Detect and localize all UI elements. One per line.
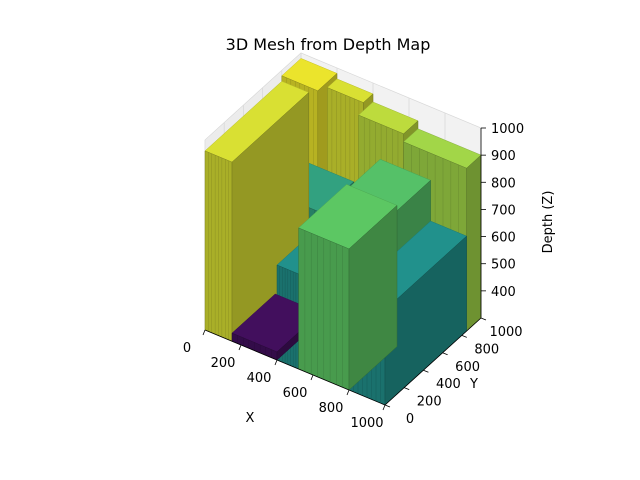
z-tick-label: 400 bbox=[491, 285, 516, 300]
x-axis-label: X bbox=[246, 411, 255, 426]
x-tick bbox=[274, 359, 278, 366]
x-tick-label: 1000 bbox=[350, 416, 383, 431]
y-tick-label: 400 bbox=[436, 377, 461, 392]
y-tick bbox=[384, 404, 391, 408]
x-axis-line bbox=[204, 329, 386, 406]
region-side-face bbox=[348, 204, 398, 391]
x-tick bbox=[310, 374, 314, 381]
x-tick-label: 800 bbox=[319, 401, 344, 416]
y-tick bbox=[404, 387, 410, 390]
x-tick-label: 600 bbox=[283, 386, 308, 401]
z-gridline bbox=[204, 52, 482, 141]
y-tick-label: 1000 bbox=[489, 325, 522, 340]
y-tick bbox=[461, 335, 467, 338]
x-tick-label: 200 bbox=[211, 356, 236, 371]
z-tick-label: 1000 bbox=[491, 122, 524, 137]
y-tick-label: 800 bbox=[474, 342, 499, 357]
x-tick bbox=[202, 329, 206, 336]
x-tick bbox=[238, 344, 242, 351]
region-side-face bbox=[466, 154, 482, 332]
x-tick-label: 400 bbox=[247, 371, 272, 386]
y-tick-label: 600 bbox=[455, 360, 480, 375]
y-tick bbox=[480, 317, 487, 321]
y-axis-label: Y bbox=[469, 377, 478, 392]
z-tick-label: 700 bbox=[491, 203, 516, 218]
z-axis-label: Depth (Z) bbox=[541, 191, 556, 254]
y-tick bbox=[423, 369, 429, 373]
z-tick-label: 500 bbox=[491, 258, 516, 273]
x-tick bbox=[346, 389, 350, 396]
y-tick-label: 0 bbox=[406, 412, 414, 427]
z-tick-label: 600 bbox=[491, 231, 516, 246]
y-tick-label: 200 bbox=[417, 395, 442, 410]
y-tick bbox=[442, 352, 448, 356]
z-tick-label: 900 bbox=[491, 149, 516, 164]
y-axis-line bbox=[384, 317, 482, 406]
surface-mesh bbox=[204, 58, 482, 406]
chart-title: 3D Mesh from Depth Map bbox=[226, 35, 431, 54]
z-tick-label: 800 bbox=[491, 176, 516, 191]
surface-region bbox=[298, 184, 398, 391]
x-tick-label: 0 bbox=[183, 341, 191, 356]
axes-lines bbox=[204, 128, 482, 406]
x-tick bbox=[382, 404, 386, 411]
